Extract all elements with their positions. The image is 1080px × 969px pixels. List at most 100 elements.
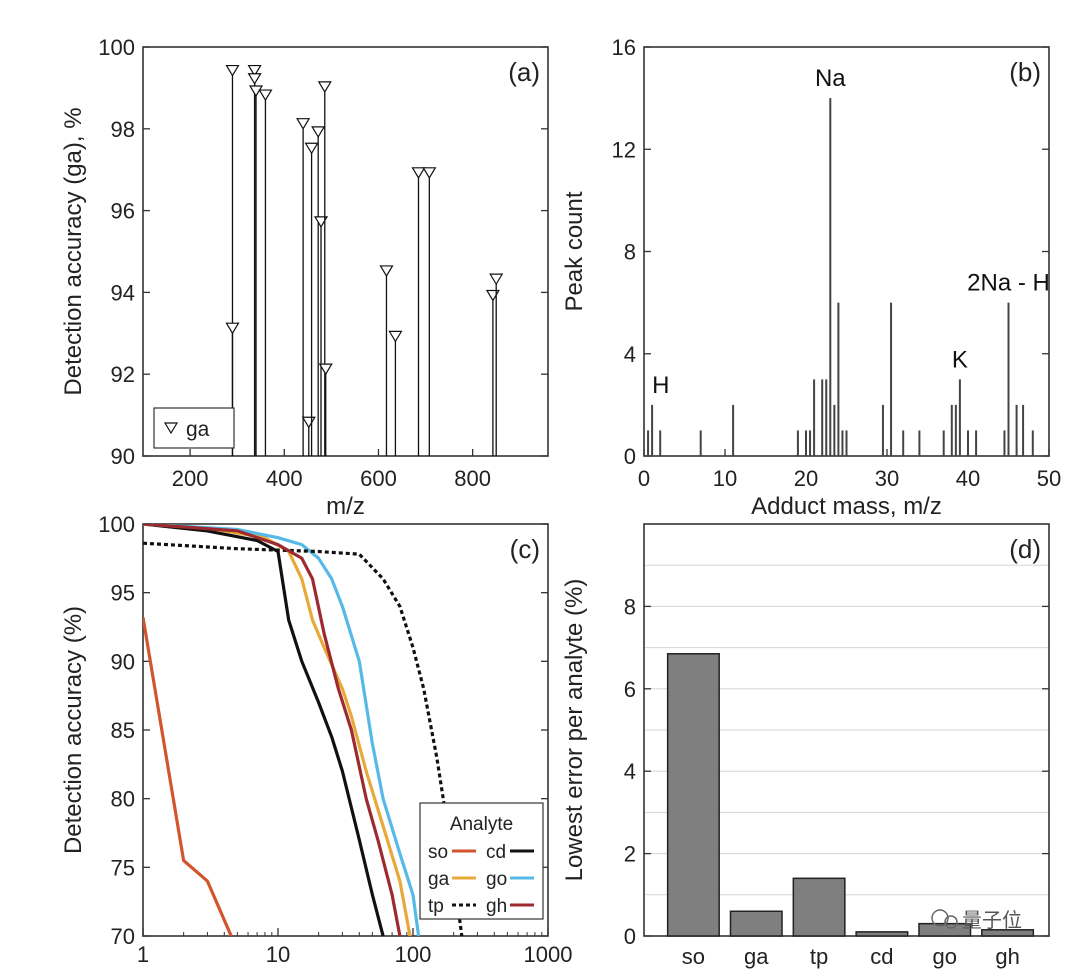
y-tick-label-a: 92 — [111, 362, 135, 387]
legend-marker-ga — [163, 422, 179, 435]
x-axis-label-b: Adduct mass, m/z — [751, 493, 942, 520]
y-tick-label-a: 94 — [111, 280, 135, 305]
x-category-label-d: tp — [810, 944, 828, 969]
y-tick-label-a: 90 — [111, 444, 135, 469]
y-tick-label-b: 8 — [624, 240, 636, 265]
stem-marker — [296, 118, 311, 130]
bar-so — [666, 653, 720, 937]
x-tick-label-a: 400 — [266, 466, 303, 491]
series-line-ga — [143, 524, 412, 936]
legend-label-ga: ga — [428, 869, 450, 890]
bar-gh — [981, 929, 1035, 937]
x-tick-label-a: 800 — [454, 466, 491, 491]
stem-marker — [247, 73, 262, 85]
stem-marker — [388, 330, 403, 343]
annotation: 2Na - H — [967, 270, 1050, 297]
y-tick-label-d: 8 — [624, 594, 636, 619]
y-tick-label-a: 98 — [111, 117, 135, 142]
stem-marker — [318, 363, 333, 376]
legend-title: Analyte — [450, 814, 513, 835]
y-tick-label-d: 6 — [624, 677, 636, 702]
stem-marker — [247, 64, 262, 77]
panel-label-b: (b) — [1009, 57, 1041, 87]
x-tick-label-a: 600 — [360, 466, 397, 491]
plot-frame-d — [643, 523, 1050, 937]
plot-frame-b — [643, 46, 1050, 457]
legend-label-so: so — [428, 842, 448, 863]
annotation: H — [652, 372, 669, 399]
annotation: Na — [815, 65, 846, 92]
x-category-label-d: cd — [870, 944, 893, 969]
plot-frame-a — [142, 46, 549, 457]
y-tick-label-d: 0 — [624, 924, 636, 949]
series-line-gh — [143, 524, 402, 936]
stem-marker — [313, 216, 329, 229]
y-tick-label-b: 0 — [624, 444, 636, 469]
x-category-label-d: go — [933, 944, 957, 969]
series-line-so — [143, 617, 233, 936]
panel-label-c: (c) — [510, 534, 540, 564]
y-tick-label-d: 4 — [624, 759, 636, 784]
x-tick-label-a: 200 — [172, 466, 209, 491]
y-axis-label-b: Peak count — [561, 191, 588, 311]
legend-a: ga — [153, 407, 235, 449]
x-tick-label-c: 1 — [137, 942, 149, 967]
x-tick-label-b: 10 — [713, 466, 737, 491]
watermark-icon-2 — [944, 915, 958, 929]
x-tick-label-b: 50 — [1037, 466, 1061, 491]
stem-marker — [225, 64, 240, 77]
watermark-icon — [931, 909, 949, 927]
stem-marker — [411, 167, 426, 179]
legend-label-gh: gh — [486, 896, 507, 917]
legend-box — [419, 802, 544, 920]
series-line-go — [143, 524, 421, 936]
y-tick-label-a: 100 — [98, 35, 135, 60]
x-category-label-d: gh — [995, 944, 1019, 969]
x-tick-label-c: 1000 — [524, 942, 573, 967]
x-category-label-d: ga — [744, 944, 769, 969]
stem-marker — [489, 273, 504, 286]
y-axis-label-a: Detection accuracy (ga), % — [60, 107, 87, 395]
legend-label-go: go — [486, 869, 507, 890]
y-tick-label-a: 96 — [111, 199, 135, 224]
panel-label-a: (a) — [508, 57, 540, 87]
bar-cd — [855, 931, 909, 937]
stem-marker — [422, 167, 437, 179]
y-axis-label-d: Lowest error per analyte (%) — [561, 579, 588, 882]
legend-label-ga: ga — [186, 418, 210, 441]
x-tick-label-b: 0 — [638, 466, 650, 491]
y-tick-label-b: 4 — [624, 342, 636, 367]
y-tick-label-c: 100 — [98, 512, 135, 537]
legend-label-tp: tp — [428, 896, 444, 917]
y-tick-label-c: 95 — [111, 581, 135, 606]
stem-marker — [379, 265, 394, 278]
x-tick-label-c: 100 — [395, 942, 432, 967]
stem-marker — [485, 289, 500, 302]
x-tick-label-b: 20 — [794, 466, 818, 491]
stem-marker — [225, 322, 240, 335]
bar-tp — [792, 877, 846, 937]
series-ga — [225, 64, 504, 456]
stem-marker — [248, 85, 264, 98]
x-tick-label-b: 30 — [875, 466, 899, 491]
annotation: K — [952, 346, 968, 373]
stem-marker — [311, 126, 326, 139]
panel-label-d: (d) — [1009, 534, 1041, 564]
y-tick-label-c: 85 — [111, 718, 135, 743]
y-tick-label-c: 75 — [111, 855, 135, 880]
stem-marker — [301, 416, 316, 429]
series-peaks — [647, 98, 1034, 456]
x-category-label-d: so — [682, 944, 705, 969]
stem-marker — [304, 142, 319, 155]
watermark-text: 量子位 — [962, 909, 1022, 932]
series-line-tp — [143, 541, 464, 936]
bar-ga — [729, 910, 783, 937]
y-tick-label-b: 12 — [612, 137, 636, 162]
y-tick-label-d: 2 — [624, 842, 636, 867]
y-tick-label-c: 70 — [111, 924, 135, 949]
x-tick-label-b: 40 — [956, 466, 980, 491]
y-tick-label-b: 16 — [612, 35, 636, 60]
y-axis-label-c: Detection accuracy (%) — [60, 606, 87, 854]
